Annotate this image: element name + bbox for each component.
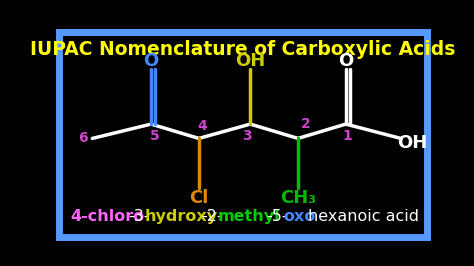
Text: IUPAC Nomenclature of Carboxylic Acids: IUPAC Nomenclature of Carboxylic Acids xyxy=(30,40,456,59)
Text: 4: 4 xyxy=(198,119,208,133)
Text: 1: 1 xyxy=(343,129,353,143)
Text: 3: 3 xyxy=(242,129,251,143)
Text: CH₃: CH₃ xyxy=(280,189,316,207)
Text: -5-: -5- xyxy=(266,209,288,224)
Text: methyl: methyl xyxy=(218,209,281,224)
Text: hexanoic acid: hexanoic acid xyxy=(308,209,419,224)
Text: oxo: oxo xyxy=(283,209,316,224)
Text: O: O xyxy=(338,52,354,70)
Text: OH: OH xyxy=(235,52,265,70)
Text: hydroxy: hydroxy xyxy=(145,209,218,224)
Text: 2: 2 xyxy=(301,117,310,131)
Text: -2-: -2- xyxy=(201,209,223,224)
Text: -3-: -3- xyxy=(128,209,149,224)
Text: Cl: Cl xyxy=(189,189,209,207)
Text: 4-chloro: 4-chloro xyxy=(70,209,145,224)
Text: 5: 5 xyxy=(150,129,160,143)
Text: O: O xyxy=(144,52,159,70)
Text: 6: 6 xyxy=(78,131,88,146)
Text: OH: OH xyxy=(397,134,427,152)
